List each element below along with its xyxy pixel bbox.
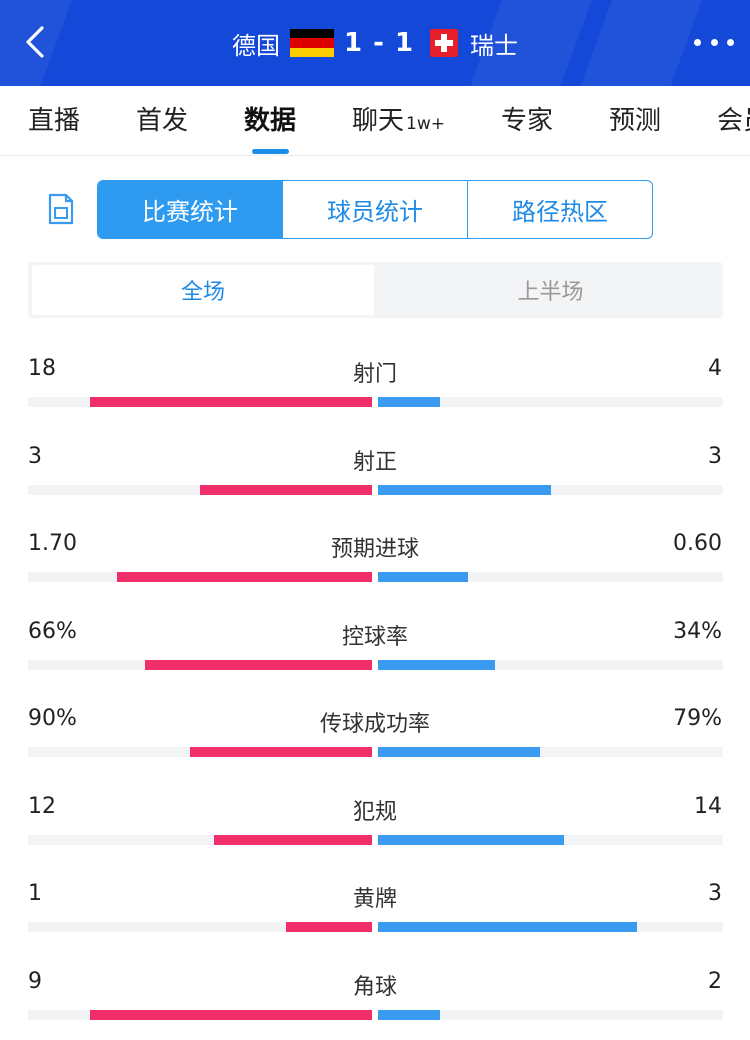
period-full-match[interactable]: 全场 <box>32 265 374 315</box>
away-bar-track <box>378 922 723 932</box>
stat-name: 控球率 <box>341 624 408 650</box>
home-stat-bar <box>286 922 372 932</box>
away-bar-track <box>378 484 723 495</box>
period-switch: 全场 上半场 <box>28 262 723 318</box>
switzerland-flag-icon <box>430 29 459 57</box>
home-stat-value: 1.70 <box>28 531 77 556</box>
tab-label: 首发 <box>136 106 189 136</box>
stat-row: 18 射门 4 <box>0 340 750 428</box>
home-bar-track <box>28 397 372 407</box>
away-stat-bar <box>378 1009 441 1020</box>
home-stat-bar <box>189 747 372 757</box>
match-title: 德国 1 - 1 瑞士 <box>0 0 750 86</box>
away-stat-bar <box>378 484 551 495</box>
germany-flag-icon <box>289 29 334 57</box>
home-stat-value: 12 <box>28 793 56 819</box>
tab-chat[interactable]: 聊天 1w+ <box>352 100 445 137</box>
home-bar-track <box>28 659 372 670</box>
stat-row: 90% 传球成功率 79% <box>0 690 750 778</box>
tab-membership[interactable]: 会员 <box>717 100 750 137</box>
home-stat-bar <box>200 484 372 495</box>
home-bar-track <box>28 572 372 582</box>
away-stat-value: 3 <box>708 881 722 906</box>
stats-type-switch: 比赛统计 球员统计 路径热区 <box>97 180 653 239</box>
tab-label: 会员 <box>717 106 750 136</box>
away-bar-track <box>378 834 723 845</box>
away-stat-bar <box>378 834 565 845</box>
home-stat-bar <box>144 659 372 670</box>
away-stat-value: 14 <box>694 793 722 819</box>
stat-name: 犯规 <box>352 799 397 825</box>
away-stat-value: 4 <box>708 356 722 381</box>
stat-name: 射门 <box>352 362 397 387</box>
tab-label: 预测 <box>609 106 662 136</box>
home-stat-value: 3 <box>28 443 42 469</box>
tab-experts[interactable]: 专家 <box>501 100 553 137</box>
active-tab-indicator <box>252 149 289 154</box>
more-dots-icon[interactable] <box>694 30 734 54</box>
away-bar-track <box>378 397 723 407</box>
home-stat-value: 9 <box>28 968 42 994</box>
home-stat-value: 1 <box>28 881 42 906</box>
tab-label: 直播 <box>28 106 81 136</box>
home-bar-track <box>28 1009 372 1020</box>
away-stat-bar <box>378 397 441 407</box>
away-team-name: 瑞士 <box>470 31 519 60</box>
home-stat-value: 18 <box>28 356 56 381</box>
stat-name: 射正 <box>352 449 397 475</box>
away-stat-value: 2 <box>708 968 722 994</box>
chat-count-badge: 1w+ <box>406 114 445 134</box>
tab-prediction[interactable]: 预测 <box>609 100 661 137</box>
stat-row: 1 黄牌 3 <box>0 865 750 953</box>
stat-name: 黄牌 <box>352 887 397 912</box>
away-bar-track <box>378 1009 723 1020</box>
tab-live[interactable]: 直播 <box>28 100 80 137</box>
home-bar-track <box>28 922 372 932</box>
tab-label: 专家 <box>501 106 554 136</box>
away-stat-value: 79% <box>673 706 722 731</box>
away-stat-value: 3 <box>708 443 722 469</box>
tab-label: 聊天 <box>352 106 405 136</box>
stat-row: 66% 控球率 34% <box>0 603 750 691</box>
chevron-left-icon[interactable] <box>18 22 58 62</box>
tab-data[interactable]: 数据 <box>244 100 296 137</box>
away-stat-bar <box>378 572 468 582</box>
home-stat-bar <box>213 834 372 845</box>
home-stat-bar <box>117 572 372 582</box>
home-stat-value: 90% <box>28 706 77 731</box>
home-stat-bar <box>89 397 372 407</box>
away-stat-bar <box>378 659 496 670</box>
stat-row: 1.70 预期进球 0.60 <box>0 515 750 603</box>
period-first-half[interactable]: 上半场 <box>517 280 584 305</box>
away-bar-track <box>378 747 723 757</box>
home-bar-track <box>28 834 372 845</box>
away-stat-bar <box>378 922 637 932</box>
stat-name: 预期进球 <box>330 537 419 562</box>
home-team-name: 德国 <box>231 31 280 60</box>
away-stat-bar <box>378 747 541 757</box>
stat-row: 3 射正 3 <box>0 428 750 516</box>
tab-label: 数据 <box>244 106 297 136</box>
match-header: 德国 1 - 1 瑞士 <box>0 0 750 86</box>
away-bar-track <box>378 572 723 582</box>
away-stat-value: 0.60 <box>673 531 722 556</box>
stat-row: 12 犯规 14 <box>0 778 750 866</box>
home-stat-value: 66% <box>28 618 77 644</box>
tab-lineup[interactable]: 首发 <box>136 100 188 137</box>
segment-match-stats[interactable]: 比赛统计 <box>98 181 282 238</box>
segment-heat-map[interactable]: 路径热区 <box>467 181 652 238</box>
stat-name: 角球 <box>352 974 397 1000</box>
home-bar-track <box>28 484 372 495</box>
share-image-icon[interactable] <box>44 192 78 226</box>
away-stat-value: 34% <box>673 618 722 644</box>
away-bar-track <box>378 659 723 670</box>
stat-name: 传球成功率 <box>319 712 430 737</box>
home-stat-bar <box>89 1009 372 1020</box>
segment-player-stats[interactable]: 球员统计 <box>282 181 467 238</box>
stat-row: 9 角球 2 <box>0 953 750 1040</box>
match-score: 1 - 1 <box>343 28 415 58</box>
home-bar-track <box>28 747 372 757</box>
